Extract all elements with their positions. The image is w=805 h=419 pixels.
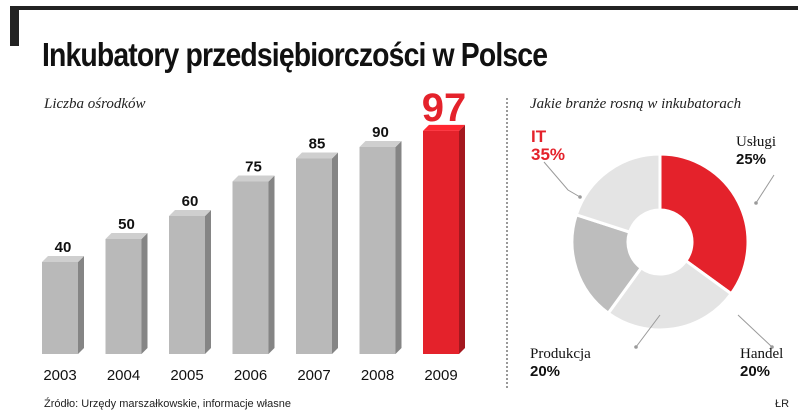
pie-label-uslugi-pct: 25% — [736, 151, 767, 168]
pie-leader-dot-usługi — [754, 201, 758, 205]
bar-2004 — [105, 239, 142, 354]
bar-chart: 40 2003 50 2004 60 2005 75 2006 85 2007 90 2008 97 20… — [42, 90, 467, 384]
left-accent — [10, 6, 19, 46]
bar-2009-top — [423, 124, 465, 131]
bar-2005-side — [205, 210, 211, 354]
bar-value-label-2007: 85 — [309, 136, 326, 153]
x-tick-label-2008: 2008 — [361, 367, 394, 384]
bar-value-label-2004: 50 — [118, 216, 135, 233]
pie-leader-line-handel — [737, 314, 773, 348]
pie-slice-usługi — [606, 258, 734, 332]
bar-chart-title: Liczba ośrodków — [44, 96, 146, 112]
pie-label-handel-name: Handel — [740, 346, 784, 362]
top-rule — [14, 6, 798, 10]
bar-value-label-2009: 97 — [422, 90, 467, 130]
bar-2007 — [296, 158, 332, 354]
x-tick-label-2005: 2005 — [170, 367, 203, 384]
pie-slice-handel — [570, 212, 644, 316]
pie-leader-line-produkcja — [635, 314, 661, 348]
pie-label-it-name: IT — [531, 127, 547, 146]
x-tick-label-2007: 2007 — [297, 367, 330, 384]
bar-value-label-2008: 90 — [372, 124, 389, 141]
bar-2004-top — [105, 233, 148, 239]
pie-label-uslugi-name: Usługi — [736, 134, 777, 150]
pie-slice-produkcja — [574, 152, 662, 234]
pie-label-uslugi: Usługi 25% — [736, 133, 776, 169]
bar-value-label-2003: 40 — [55, 239, 72, 256]
bar-2003-side — [78, 256, 84, 354]
bar-2007-side — [332, 152, 338, 354]
bar-2008-side — [395, 141, 402, 354]
bar-value-label-2005: 60 — [182, 193, 199, 210]
bar-2008-top — [359, 141, 402, 147]
pie-label-produkcja-name: Produkcja — [530, 346, 591, 362]
bar-value-label-2006: 75 — [245, 159, 262, 176]
bar-2007-top — [296, 152, 338, 159]
bar-2006 — [232, 181, 269, 354]
x-tick-label-2009: 2009 — [424, 367, 457, 384]
page-title: Inkubatory przedsiębiorczości w Polsce — [42, 36, 548, 73]
pie-label-it-pct: 35% — [531, 145, 566, 164]
bar-2003-top — [42, 256, 84, 262]
author-credit: ŁR — [775, 398, 790, 410]
pie-label-handel-pct: 20% — [740, 363, 771, 380]
bar-2006-top — [232, 175, 275, 182]
bar-2009-side — [459, 124, 465, 355]
bar-2005 — [169, 216, 205, 354]
pie-label-produkcja-pct: 20% — [530, 363, 561, 380]
chart-divider — [506, 98, 508, 388]
pie-label-it: IT 35% — [531, 128, 565, 164]
pie-chart-title: Jakie branże rosną w inkubatorach — [530, 96, 742, 112]
bar-2004-side — [141, 233, 148, 354]
pie-leader-line-usługi — [755, 174, 775, 204]
bar-2003 — [42, 262, 78, 354]
pie-chart — [543, 152, 775, 349]
bar-2005-top — [169, 210, 211, 216]
pie-leader-dot-it — [578, 195, 582, 199]
bar-2009 — [423, 130, 459, 354]
x-tick-label-2006: 2006 — [234, 367, 267, 384]
bar-2006-side — [268, 175, 275, 354]
pie-label-handel: Handel 20% — [740, 345, 783, 381]
pie-leader-dot-produkcja — [634, 345, 638, 349]
source-note: Źródło: Urzędy marszałkowskie, informacj… — [44, 398, 291, 410]
pie-label-produkcja: Produkcja 20% — [530, 345, 591, 381]
x-tick-label-2003: 2003 — [43, 367, 76, 384]
pie-leader-dot-handel — [770, 345, 774, 349]
pie-leader-line-it — [543, 161, 581, 198]
pie-slice-it — [658, 152, 750, 296]
bar-2008 — [359, 147, 396, 354]
x-tick-label-2004: 2004 — [107, 367, 140, 384]
